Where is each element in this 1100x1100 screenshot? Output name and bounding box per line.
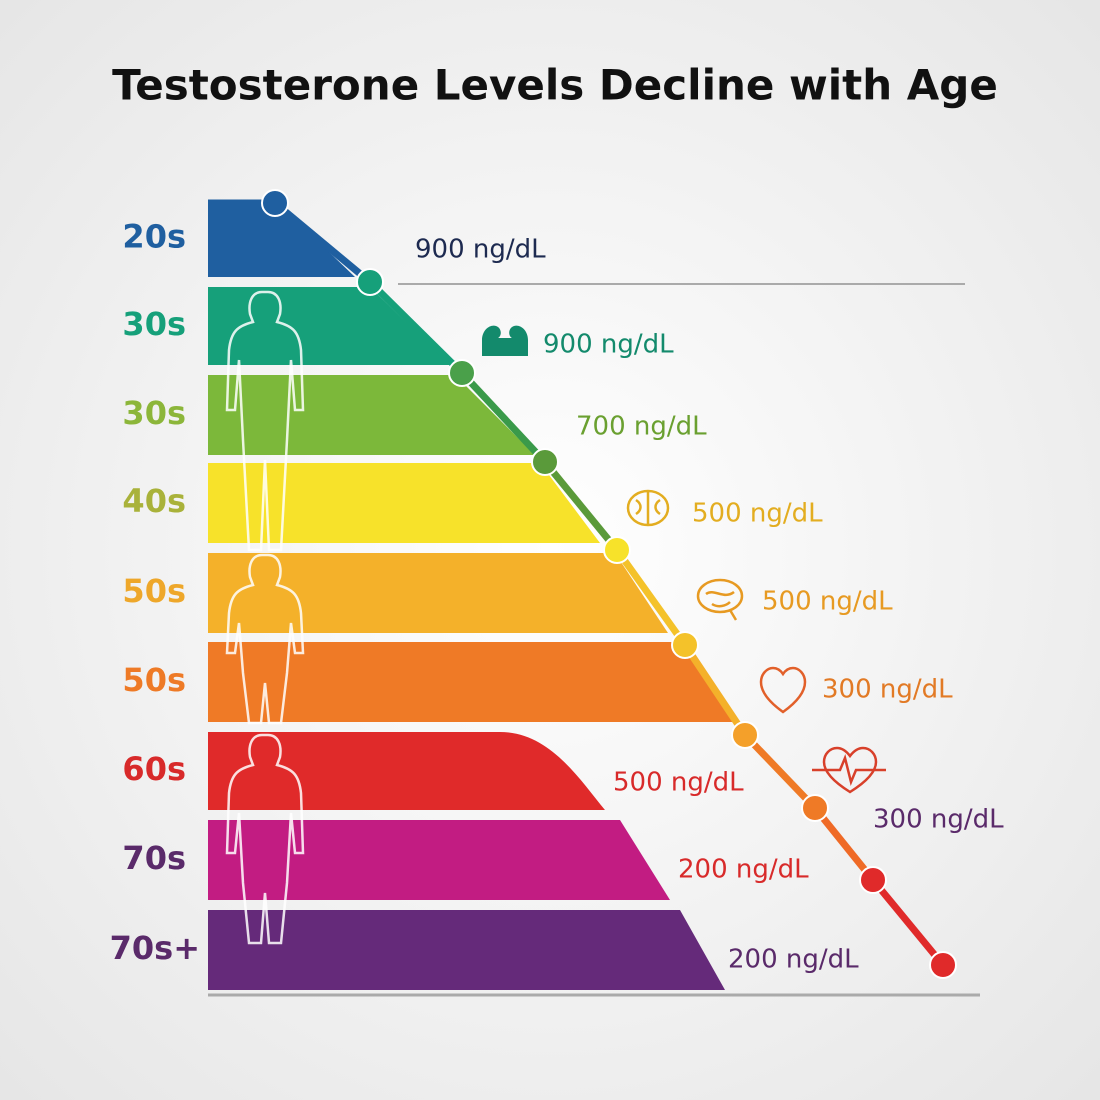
level-label: 200 ng/dL xyxy=(728,945,859,975)
line-dot xyxy=(801,794,829,822)
age-label: 60s xyxy=(122,750,186,788)
person-silhouette xyxy=(225,553,305,725)
line-dot xyxy=(859,866,887,894)
age-bar xyxy=(208,463,600,543)
muscle-icon xyxy=(482,325,528,356)
age-label: 50s xyxy=(122,661,186,699)
age-bar xyxy=(208,287,450,365)
line-dot xyxy=(603,536,631,564)
line-segment xyxy=(272,200,373,285)
heart-icon xyxy=(759,666,807,714)
line-segment xyxy=(682,643,748,737)
age-label: 30s xyxy=(122,305,186,343)
bars xyxy=(208,200,735,990)
age-bar xyxy=(208,820,670,900)
age-bar xyxy=(208,642,735,722)
level-label: 500 ng/dL xyxy=(613,768,744,798)
person-silhouette xyxy=(225,733,305,945)
decline-line xyxy=(208,189,957,979)
title: Testosterone Levels Decline with Age xyxy=(112,61,998,110)
age-label: 70s+ xyxy=(110,929,200,967)
line-dot xyxy=(731,721,759,749)
brain-icon xyxy=(626,489,670,527)
level-label: 300 ng/dL xyxy=(873,805,1004,835)
line-dot xyxy=(929,951,957,979)
level-label: 900 ng/dL xyxy=(543,330,674,360)
heartbeat-icon xyxy=(812,746,886,794)
line-segment xyxy=(812,805,876,883)
line-segment xyxy=(367,279,465,376)
age-bar xyxy=(208,910,725,990)
line-dot xyxy=(448,359,476,387)
line-segment xyxy=(614,547,688,648)
line-segment xyxy=(742,732,818,811)
brain-icon xyxy=(696,578,744,621)
age-bar xyxy=(208,732,605,810)
age-bar xyxy=(208,200,355,277)
line-segment xyxy=(459,370,548,465)
line-dot xyxy=(671,631,699,659)
level-label: 700 ng/dL xyxy=(576,412,707,442)
line-dot xyxy=(531,448,559,476)
person-silhouette xyxy=(225,290,305,552)
age-label: 50s xyxy=(122,572,186,610)
level-label: 500 ng/dL xyxy=(692,499,823,529)
line-segment xyxy=(870,877,946,968)
line-dot xyxy=(261,189,289,217)
age-bar xyxy=(208,553,668,633)
icons xyxy=(482,325,886,794)
line-segment xyxy=(542,459,620,553)
silhouettes xyxy=(225,290,305,945)
age-label: 40s xyxy=(122,482,186,520)
line-dot xyxy=(356,268,384,296)
level-label: 900 ng/dL xyxy=(415,235,546,265)
level-label: 500 ng/dL xyxy=(762,587,893,617)
level-label: 200 ng/dL xyxy=(678,855,809,885)
level-label: 300 ng/dL xyxy=(822,675,953,705)
age-label: 20s xyxy=(122,218,186,256)
age-label: 70s xyxy=(122,839,186,877)
age-label: 30s xyxy=(122,394,186,432)
